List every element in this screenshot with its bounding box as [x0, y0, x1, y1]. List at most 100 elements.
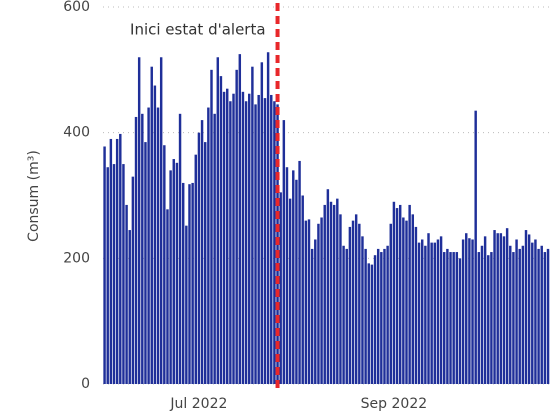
bar: [515, 239, 518, 384]
bar: [310, 248, 314, 384]
bar: [427, 233, 430, 384]
bar: [203, 142, 207, 384]
bar: [181, 182, 185, 384]
bar: [543, 252, 547, 384]
bar: [282, 120, 286, 384]
bar: [254, 104, 257, 385]
bar: [194, 154, 197, 384]
bar: [373, 255, 377, 384]
bar: [474, 110, 477, 385]
bar: [200, 120, 204, 384]
bar: [103, 146, 106, 384]
bar: [370, 264, 374, 384]
bar: [216, 57, 220, 385]
bar: [314, 239, 317, 384]
bar: [471, 239, 474, 384]
bar: [169, 170, 172, 384]
y-tick-label: 200: [63, 250, 90, 266]
bar: [128, 230, 131, 384]
bar: [329, 201, 333, 384]
bar: [131, 176, 135, 384]
bar: [465, 233, 468, 384]
bar: [414, 226, 418, 384]
y-tick-label: 600: [63, 0, 90, 15]
bar: [354, 214, 358, 384]
bar: [505, 228, 509, 384]
bar: [336, 198, 339, 384]
bar: [480, 245, 484, 384]
bar: [411, 214, 415, 384]
bar: [285, 167, 289, 384]
bar: [226, 88, 229, 384]
bar: [153, 85, 157, 385]
bar: [273, 101, 276, 384]
bar: [163, 145, 166, 384]
bar: [219, 76, 223, 384]
bar: [235, 69, 238, 384]
bar: [420, 239, 424, 384]
bar: [141, 113, 144, 385]
bar: [232, 93, 235, 385]
bar: [458, 258, 462, 384]
bar: [109, 138, 113, 384]
bar: [490, 252, 493, 384]
bar: [540, 245, 543, 384]
x-tick-label: Sep 2022: [361, 396, 427, 412]
y-tick-label: 400: [63, 125, 90, 141]
bar: [197, 132, 201, 384]
bar: [449, 252, 452, 384]
bar: [188, 184, 191, 384]
bar: [383, 248, 386, 384]
bar: [534, 239, 537, 384]
bar: [518, 248, 521, 384]
bar: [509, 245, 512, 384]
bar: [537, 248, 540, 384]
bar: [125, 204, 128, 384]
bar: [298, 160, 301, 384]
bar: [295, 179, 298, 384]
bar: [320, 217, 323, 384]
bar: [433, 242, 437, 384]
bar: [213, 113, 216, 385]
bar: [292, 170, 295, 384]
bar: [279, 192, 282, 384]
bar: [408, 204, 411, 384]
bar: [210, 69, 213, 384]
bar: [364, 248, 367, 384]
bar: [172, 159, 175, 384]
bar: [358, 223, 361, 384]
bar: [345, 248, 348, 384]
bar: [405, 220, 408, 384]
bar: [452, 252, 455, 384]
bar: [241, 91, 245, 384]
bar: [351, 220, 355, 384]
bar: [150, 66, 153, 385]
bar: [191, 182, 194, 384]
bar: [270, 94, 273, 384]
bar: [395, 208, 399, 384]
bar: [461, 239, 465, 384]
bar: [106, 167, 109, 384]
bar: [389, 223, 392, 384]
bar: [137, 57, 141, 385]
bar: [301, 195, 304, 384]
bar: [386, 245, 389, 384]
bar: [263, 98, 267, 384]
bar: [417, 242, 421, 384]
bar: [493, 230, 496, 384]
annotation: Inici estat d'alerta: [130, 21, 266, 39]
bar: [248, 93, 251, 385]
bar: [307, 219, 311, 384]
bar: [332, 204, 336, 384]
bar: [496, 233, 499, 384]
bar: [443, 252, 446, 384]
bar: [244, 101, 248, 384]
bar: [178, 113, 182, 385]
bar: [229, 101, 232, 384]
x-tick-label: Jul 2022: [169, 396, 227, 412]
bar: [376, 248, 380, 384]
bar: [134, 116, 138, 384]
bar: [266, 52, 270, 385]
